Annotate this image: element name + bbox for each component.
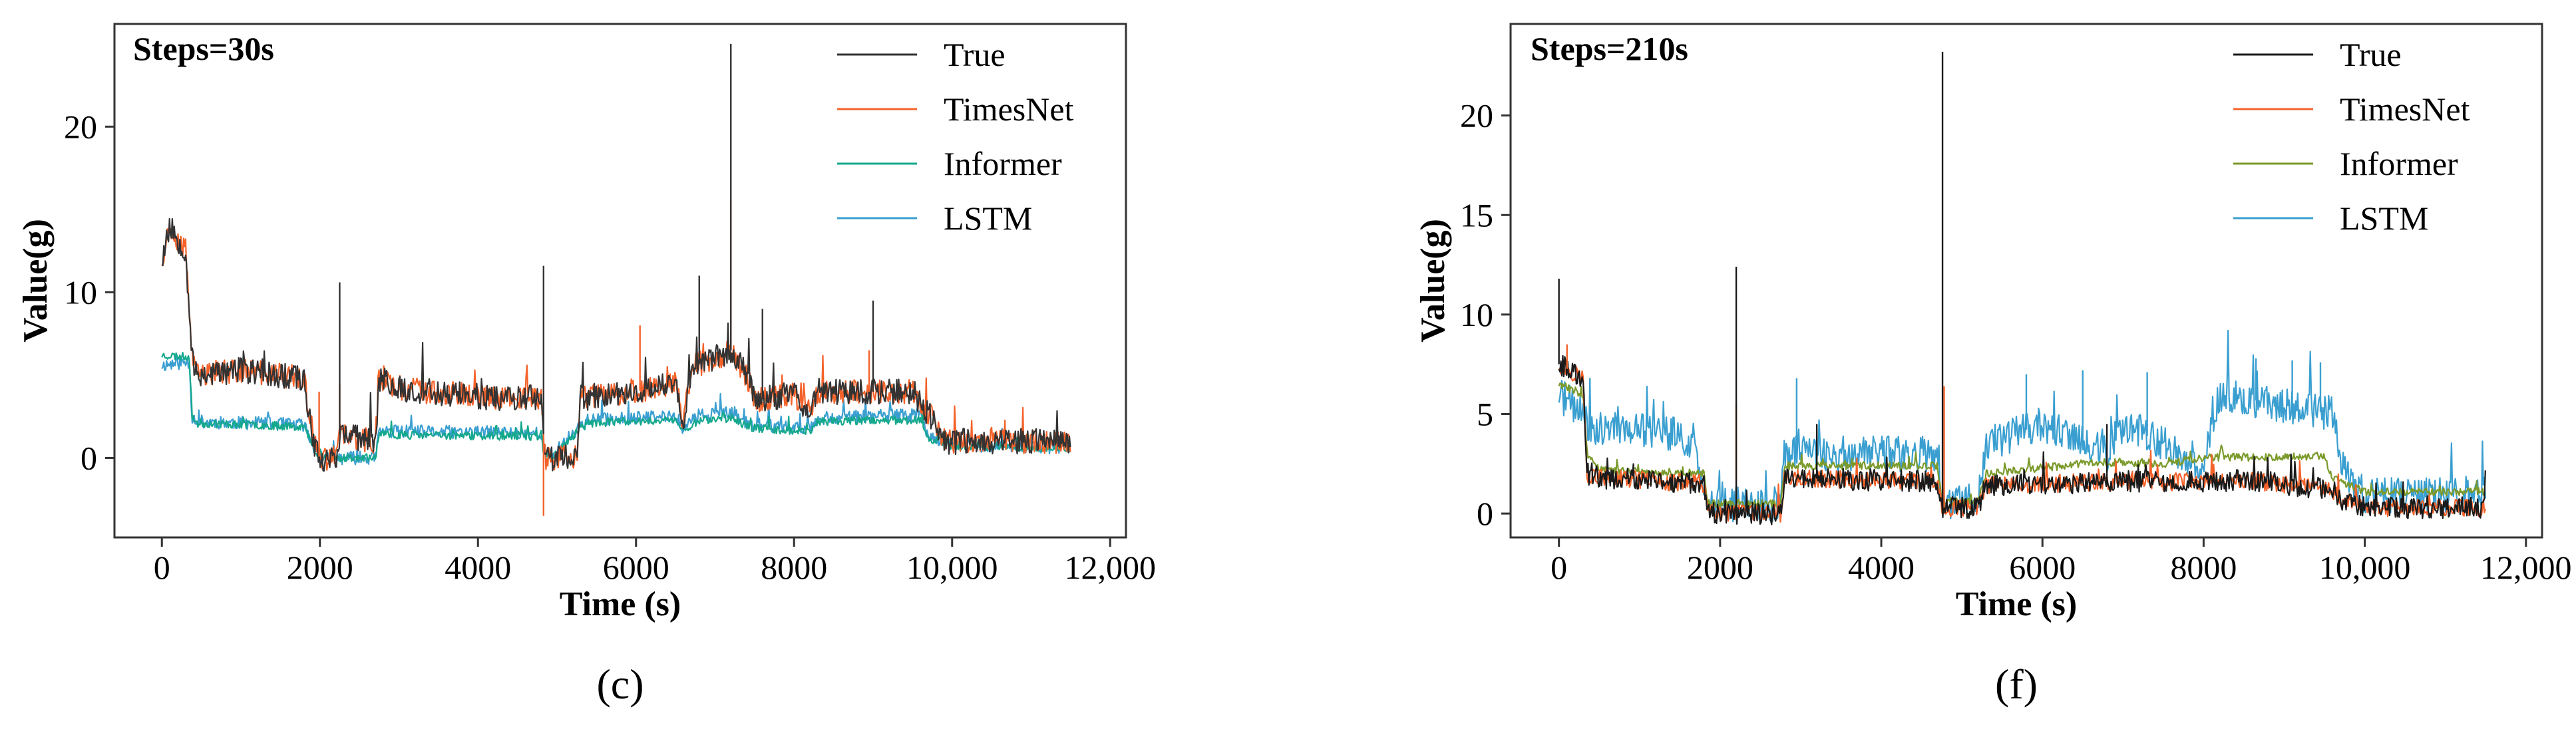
y-tick-label: 10 [64,273,97,311]
x-tick-label: 2000 [287,549,353,586]
panel-f: 0 2000 4000 6000 8000 10,000 12,000 0 5 10 15 20 S… [1414,23,2572,708]
spike-layer [318,43,874,516]
spike-layer [1558,51,2322,514]
panel-caption: (c) [596,660,644,708]
y-tick-label: 5 [1477,395,1493,432]
x-axis: 0 2000 4000 6000 8000 10,000 12,000 [154,537,1156,586]
x-tick-label: 4000 [1848,549,1915,586]
panel-caption: (f) [1995,660,2038,708]
x-axis-title: Time (s) [560,585,681,623]
plot-frame [1509,23,2543,539]
y-tick-label: 0 [1477,495,1493,532]
y-tick-label: 15 [1460,196,1493,233]
y-axis-title: Value(g) [1414,219,1452,343]
x-axis-title: Time (s) [1956,585,2077,623]
panel-title: Steps=30s [133,30,274,67]
legend-label-true: True [944,36,1006,73]
series-line-informer [1558,382,2486,509]
y-axis: 0 10 20 [64,108,114,476]
x-tick-label: 4000 [445,549,511,586]
legend: True TimesNet Informer LSTM [2233,36,2470,237]
x-tick-label: 2000 [1687,549,1753,586]
legend: True TimesNet Informer LSTM [837,36,1074,237]
x-tick-label: 6000 [2009,549,2076,586]
series-layer [161,218,1071,472]
legend-label-timesnet: TimesNet [2340,90,2470,128]
y-tick-label: 20 [64,108,97,145]
legend-label-lstm: LSTM [2340,200,2428,237]
legend-label-informer: Informer [2340,145,2458,182]
x-tick-label: 8000 [761,549,827,586]
panel-title: Steps=210s [1531,30,1688,67]
panel-c: 0 2000 4000 6000 8000 10,000 12,000 0 10 20 Step… [17,23,1156,708]
x-tick-label: 12,000 [1065,549,1157,586]
x-tick-label: 8000 [2170,549,2237,586]
legend-label-true: True [2340,36,2402,73]
x-tick-label: 6000 [603,549,669,586]
legend-label-timesnet: TimesNet [944,90,1074,128]
x-tick-label: 0 [1551,549,1567,586]
x-axis: 0 2000 4000 6000 8000 10,000 12,000 [1551,537,2572,586]
legend-label-lstm: LSTM [944,200,1032,237]
x-tick-label: 10,000 [2319,549,2411,586]
series-layer [1558,329,2486,525]
series-line-true [1558,355,2486,525]
series-line-true [162,218,1071,472]
x-tick-label: 10,000 [906,549,998,586]
y-axis-title: Value(g) [17,219,55,343]
x-tick-label: 12,000 [2480,549,2572,586]
y-tick-label: 10 [1460,296,1493,333]
plot-frame [113,23,1127,539]
y-tick-label: 0 [81,439,97,476]
y-tick-label: 20 [1460,97,1493,134]
legend-label-informer: Informer [944,145,1062,182]
x-tick-label: 0 [154,549,170,586]
y-axis: 0 5 10 15 20 [1460,97,1511,532]
